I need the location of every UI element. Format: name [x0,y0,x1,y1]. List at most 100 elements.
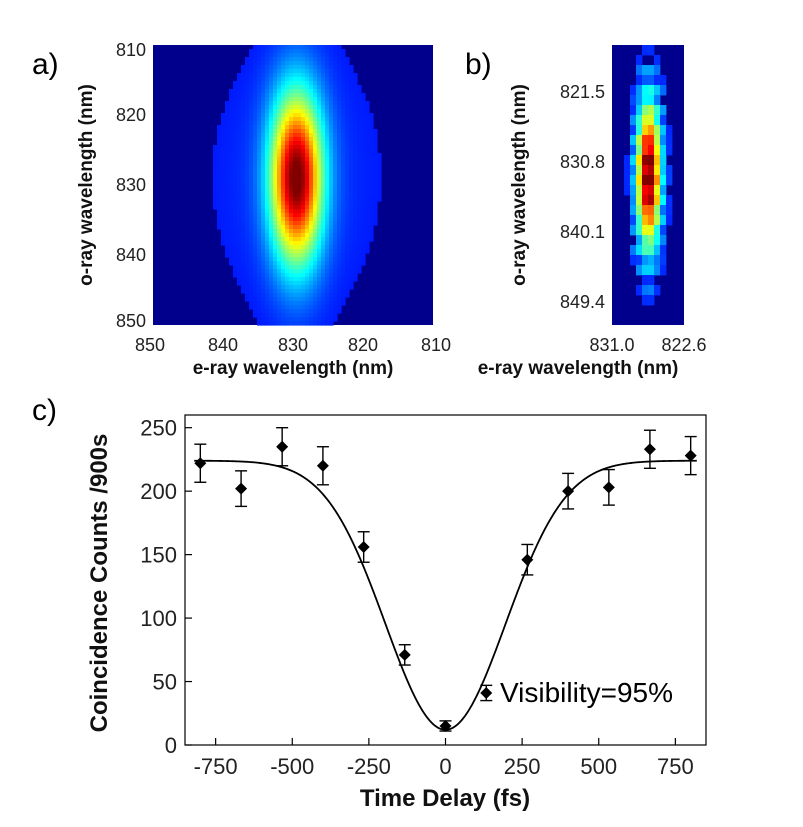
heatmap-a-cell [301,221,306,226]
heatmap-a-cell [241,145,246,150]
heatmap-a-cell [245,229,250,234]
heatmap-a-cell [297,65,302,70]
heatmap-a-cell [309,317,314,322]
heatmap-a-cell [261,133,266,138]
heatmap-a-cell [265,229,270,234]
heatmap-a-cell [233,133,238,138]
heatmap-a-cell [349,245,354,250]
heatmap-a-cell [273,257,278,262]
heatmap-a-cell [293,237,298,242]
heatmap-a-cell [305,133,310,138]
heatmap-a-cell [237,141,242,146]
heatmap-b-cell [636,165,643,176]
heatmap-a-cell [285,217,290,222]
heatmap-a-cell [329,165,334,170]
heatmap-a-cell [341,125,346,130]
heatmap-a-cell [237,229,242,234]
heatmap-a-cell [325,133,330,138]
heatmap-a-cell [345,205,350,210]
heatmap-a-cell [377,181,382,186]
heatmap-a-cell [333,109,338,114]
panel-label-c: c) [32,394,57,427]
heatmap-a-cell [361,113,366,118]
heatmap-a-cell [325,141,330,146]
heatmap-a-cell [349,69,354,74]
heatmap-a-cell [225,249,230,254]
heatmap-a-cell [237,257,242,262]
heatmap-a-cell [333,61,338,66]
heatmap-a-cell [249,85,254,90]
heatmap-a-cell [261,45,266,50]
heatmap-a-cell [277,177,282,182]
heatmap-a-cell [345,173,350,178]
heatmap-a-cell [365,213,370,218]
heatmap-a-cell [293,309,298,314]
heatmap-a-cell [353,245,358,250]
heatmap-a-cell [325,105,330,110]
heatmap-a-cell [345,73,350,78]
heatmap-a-cell [313,301,318,306]
heatmap-a-cell [277,73,282,78]
heatmap-a-cell [277,261,282,266]
heatmap-a-cell [237,157,242,162]
heatmap-a-cell [245,101,250,106]
heatmap-a-cell [281,77,286,82]
heatmap-a-cell [357,249,362,254]
heatmap-a-cell [333,249,338,254]
heatmap-a-cell [369,237,374,242]
heatmap-a-cell [277,109,282,114]
heatmap-a-cell [349,93,354,98]
heatmap-a-cell [321,245,326,250]
heatmap-a-cell [329,245,334,250]
heatmap-a-cell [237,113,242,118]
heatmap-a-cell [333,189,338,194]
heatmap-a-cell [245,253,250,258]
heatmap-a-cell [269,153,274,158]
heatmap-a-cell [353,237,358,242]
heatmap-b-cell [666,205,673,216]
heatmap-a-cell [297,121,302,126]
heatmap-a-cell [289,213,294,218]
heatmap-a-cell [293,217,298,222]
heatmap-a-cell [301,197,306,202]
heatmap-a-cell [285,109,290,114]
heatmap-b-cell [642,115,649,126]
heatmap-a-cell [273,241,278,246]
heatmap-a-cell [249,69,254,74]
heatmap-a-cell [249,173,254,178]
heatmap-a-cell [253,201,258,206]
heatmap-a-cell [277,317,282,322]
heatmap-a-cell [281,253,286,258]
heatmap-a-cell [341,93,346,98]
heatmap-a-cell [293,121,298,126]
heatmap-a-cell [297,177,302,182]
heatmap-a-cell [249,229,254,234]
heatmap-a-cell [261,85,266,90]
heatmap-a-cell [337,145,342,150]
heatmap-a-cell [285,141,290,146]
heatmap-a-cell [329,253,334,258]
heatmap-a-y-tick-label: 830 [116,175,146,195]
heatmap-a-cell [285,245,290,250]
heatmap-a-cell [301,265,306,270]
heatmap-a-cell [369,173,374,178]
heatmap-a-cell [269,205,274,210]
heatmap-a-cell [253,257,258,262]
heatmap-a-cell [225,149,230,154]
heatmap-a-cell [261,249,266,254]
heatmap-a-cell [257,121,262,126]
heatmap-a-cell [333,317,338,322]
heatmap-a-cell [345,229,350,234]
heatmap-a-cell [253,225,258,230]
heatmap-a-cell [325,65,330,70]
heatmap-b-cell [660,255,667,266]
heatmap-a-cell [221,217,226,222]
heatmap-a-cell [257,173,262,178]
heatmap-a-cell [285,145,290,150]
heatmap-a-cell [249,105,254,110]
heatmap-a-cell [241,81,246,86]
heatmap-a-cell [289,273,294,278]
heatmap-a-cell [321,285,326,290]
heatmap-a-cell [357,109,362,114]
